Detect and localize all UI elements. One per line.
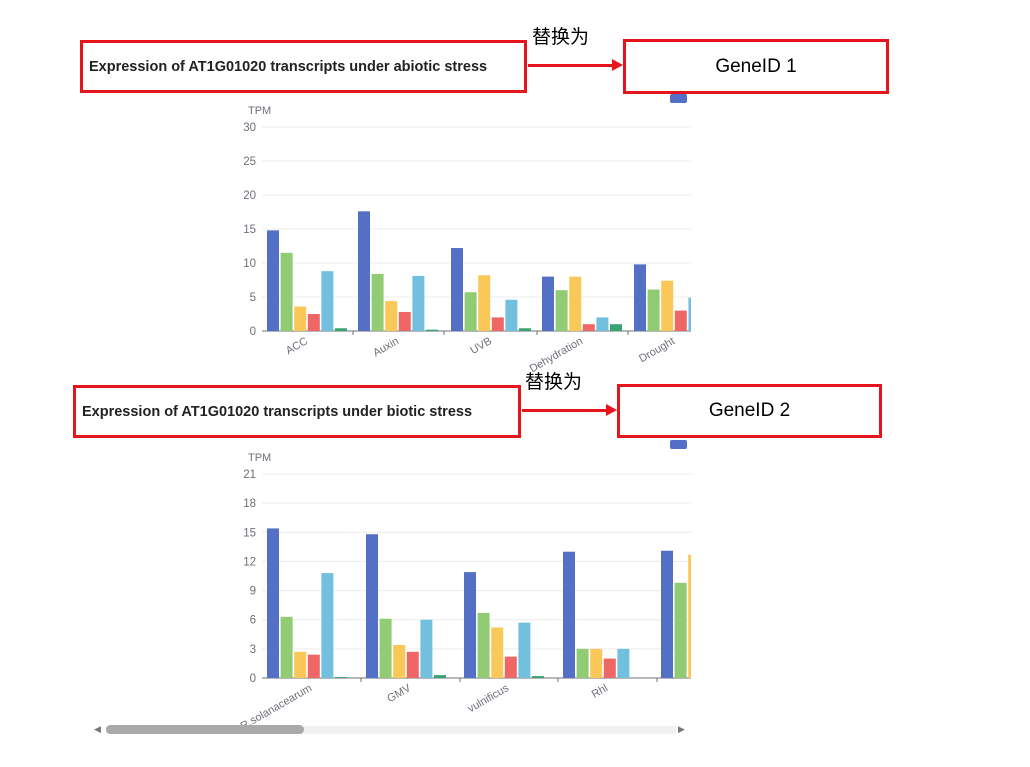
bar-s3-UVB bbox=[478, 275, 491, 331]
bar-s2-UVB bbox=[464, 292, 477, 331]
y-tick-label-0: 0 bbox=[250, 673, 256, 685]
legend-swatch-1[interactable] bbox=[670, 94, 687, 103]
bar-s5-GMV bbox=[420, 619, 433, 678]
y-tick-label-3: 9 bbox=[250, 586, 256, 598]
x-tick-label-1: GMV bbox=[385, 682, 413, 705]
y-axis-label: TPM bbox=[248, 105, 271, 117]
bar-s5-Dehydration bbox=[596, 317, 609, 331]
y-tick-label-7: 21 bbox=[243, 469, 256, 481]
bar-s1-Rhl bbox=[563, 551, 575, 678]
bar-s2-vulnificus bbox=[477, 612, 490, 678]
bar-s6-vulnificus bbox=[532, 676, 544, 678]
bar-s4-GMV bbox=[406, 651, 419, 678]
y-tick-label-0: 0 bbox=[250, 326, 256, 338]
x-tick-label-3: Rhl bbox=[590, 682, 610, 701]
bar-s4-vulnificus bbox=[504, 656, 517, 678]
y-tick-label-1: 5 bbox=[250, 292, 256, 304]
bar-s1-UVB bbox=[451, 248, 463, 331]
bar-s2-Rhl bbox=[576, 648, 589, 678]
y-tick-label-6: 30 bbox=[243, 122, 256, 134]
bar-s6-Auxin bbox=[426, 329, 438, 331]
replacement-text-1: GeneID 1 bbox=[715, 55, 797, 77]
bar-s2-cat4 bbox=[674, 582, 687, 678]
bar-s1-Auxin bbox=[358, 211, 370, 331]
bar-s3-ACC bbox=[294, 306, 307, 331]
bar-s1-Drought bbox=[634, 264, 646, 331]
replace-label-1: 替换为 bbox=[532, 26, 590, 48]
bar-s5-Drought bbox=[688, 297, 691, 331]
bar-s6-R.solanacearum bbox=[335, 677, 347, 678]
scrollbar-thumb[interactable] bbox=[106, 725, 304, 734]
x-tick-label-2: vulnificus bbox=[466, 682, 512, 715]
replacement-box-1: GeneID 1 bbox=[623, 39, 889, 94]
y-tick-label-5: 25 bbox=[243, 156, 256, 168]
bar-s4-UVB bbox=[491, 317, 504, 331]
bar-s6-GMV bbox=[434, 675, 446, 678]
bar-s5-ACC bbox=[321, 271, 334, 331]
bar-s6-UVB bbox=[519, 328, 531, 331]
chart-title-2: Expression of AT1G01020 transcripts unde… bbox=[82, 403, 473, 420]
original-title-box-2: Expression of AT1G01020 transcripts unde… bbox=[73, 385, 521, 438]
replace-label-2: 替换为 bbox=[525, 371, 583, 393]
replacement-text-2: GeneID 2 bbox=[708, 400, 791, 421]
bar-s4-Auxin bbox=[398, 311, 411, 331]
arrow-icon-1 bbox=[528, 59, 623, 71]
bar-s1-cat4 bbox=[661, 550, 673, 678]
horizontal-scrollbar[interactable]: ◀ ▶ bbox=[92, 721, 690, 738]
bar-s3-Rhl bbox=[590, 648, 603, 678]
y-tick-label-4: 12 bbox=[243, 556, 256, 568]
bar-s3-Drought bbox=[661, 280, 674, 331]
bar-s3-cat4 bbox=[688, 554, 691, 678]
bar-s2-GMV bbox=[379, 618, 392, 678]
bar-s6-Dehydration bbox=[610, 324, 622, 331]
y-axis-label: TPM bbox=[248, 452, 271, 464]
y-tick-label-5: 15 bbox=[243, 527, 256, 539]
bar-s3-GMV bbox=[393, 644, 406, 678]
bar-s2-R.solanacearum bbox=[280, 616, 293, 678]
scroll-right-icon[interactable]: ▶ bbox=[678, 725, 685, 735]
bar-s5-Rhl bbox=[617, 648, 630, 678]
bar-s2-Auxin bbox=[371, 273, 384, 331]
replacement-box-2: GeneID 2 bbox=[617, 384, 882, 438]
bar-s3-Auxin bbox=[385, 301, 398, 331]
arrow-icon-2 bbox=[522, 404, 617, 416]
legend-swatch-2[interactable] bbox=[670, 440, 687, 449]
original-title-box-1: Expression of AT1G01020 transcripts unde… bbox=[80, 40, 527, 93]
bar-s1-vulnificus bbox=[464, 572, 476, 678]
bar-s4-Rhl bbox=[603, 658, 616, 678]
bar-s3-vulnificus bbox=[491, 627, 504, 678]
bar-s1-GMV bbox=[366, 534, 378, 678]
bar-s2-ACC bbox=[280, 252, 293, 331]
bar-s5-vulnificus bbox=[518, 622, 531, 678]
chart-title-1: Expression of AT1G01020 transcripts unde… bbox=[89, 58, 488, 75]
bar-s4-Dehydration bbox=[582, 324, 595, 331]
y-tick-label-4: 20 bbox=[243, 190, 256, 202]
bar-s4-R.solanacearum bbox=[307, 654, 320, 678]
bar-s2-Drought bbox=[647, 289, 660, 331]
bar-s4-Drought bbox=[674, 310, 687, 331]
bar-s1-R.solanacearum bbox=[267, 528, 279, 678]
scrollbar-track[interactable] bbox=[106, 726, 676, 734]
y-tick-label-2: 10 bbox=[243, 258, 256, 270]
y-tick-label-2: 6 bbox=[250, 615, 256, 627]
y-tick-label-6: 18 bbox=[243, 498, 256, 510]
bar-s5-UVB bbox=[505, 299, 518, 331]
y-tick-label-3: 15 bbox=[243, 224, 256, 236]
bar-s1-ACC bbox=[267, 230, 279, 331]
bar-s3-R.solanacearum bbox=[294, 651, 307, 678]
bar-s5-Auxin bbox=[412, 275, 425, 331]
bar-s2-Dehydration bbox=[555, 290, 568, 331]
bar-s6-ACC bbox=[335, 328, 347, 331]
bar-s4-ACC bbox=[307, 314, 320, 331]
scroll-left-icon[interactable]: ◀ bbox=[94, 725, 101, 735]
bar-s5-R.solanacearum bbox=[321, 573, 334, 678]
bar-s1-Dehydration bbox=[542, 276, 554, 331]
bar-s3-Dehydration bbox=[569, 276, 582, 331]
y-tick-label-1: 3 bbox=[250, 644, 256, 656]
